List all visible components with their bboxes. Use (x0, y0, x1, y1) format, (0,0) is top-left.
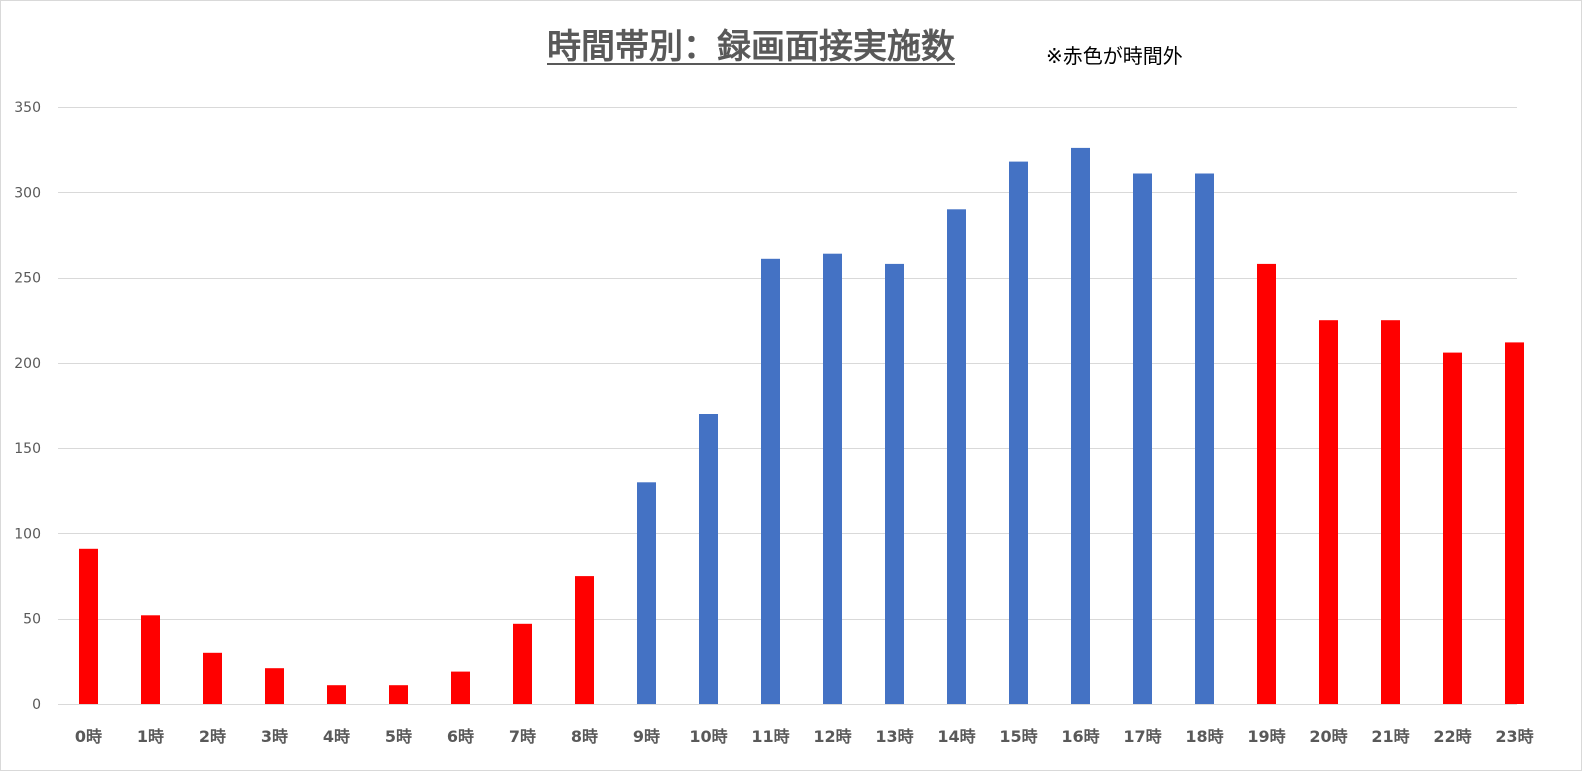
y-tick-label: 100 (14, 526, 41, 542)
x-tick-label: 1時 (137, 727, 164, 746)
x-tick-label: 3時 (261, 727, 288, 746)
x-tick-label: 18時 (1185, 727, 1223, 746)
x-tick-label: 5時 (385, 727, 412, 746)
x-tick-label: 4時 (323, 727, 350, 746)
bar-13 (885, 263, 904, 704)
bar-17 (1133, 173, 1152, 704)
x-tick-label: 17時 (1123, 727, 1161, 746)
bar-12 (823, 253, 842, 704)
bar-20 (1319, 320, 1338, 704)
x-tick-label: 0時 (75, 727, 102, 746)
bar-8 (575, 576, 594, 704)
x-tick-label: 8時 (571, 727, 598, 746)
x-tick-label: 2時 (199, 727, 226, 746)
x-tick-label: 7時 (509, 727, 536, 746)
bar-22 (1443, 352, 1462, 704)
bar-2 (203, 652, 222, 704)
x-tick-label: 6時 (447, 727, 474, 746)
bar-5 (389, 685, 408, 704)
bar-9 (637, 482, 656, 704)
y-tick-label: 200 (14, 356, 41, 372)
chart-title: 時間帯別：録画面接実施数 (547, 27, 955, 67)
y-tick-labels: 0 50 100 150 200 250 300 350 (14, 100, 41, 713)
x-tick-label: 23時 (1495, 727, 1533, 746)
bar-15 (1009, 161, 1028, 705)
y-tick-label: 50 (23, 612, 41, 628)
x-tick-label: 9時 (633, 727, 660, 746)
bar-19 (1257, 263, 1276, 704)
y-tick-label: 150 (14, 441, 41, 457)
bars (79, 147, 1524, 705)
bar-1 (141, 615, 160, 704)
bar-23 (1505, 342, 1524, 704)
bar-7 (513, 623, 532, 704)
x-tick-label: 16時 (1061, 727, 1099, 746)
x-tick-label: 11時 (751, 727, 789, 746)
chart-note: ※赤色が時間外 (1046, 44, 1183, 68)
x-tick-label: 13時 (875, 727, 913, 746)
bar-18 (1195, 173, 1214, 704)
x-tick-label: 20時 (1309, 727, 1347, 746)
bar-0 (79, 548, 98, 704)
bar-16 (1071, 147, 1090, 704)
bar-3 (265, 668, 284, 704)
x-tick-labels: 0時 1時 2時 3時 4時 5時 6時 7時 8時 9時 10時 11時 12時 13時 14時 15時 16… (75, 727, 1534, 746)
y-tick-label: 250 (14, 271, 41, 287)
x-tick-label: 22時 (1433, 727, 1471, 746)
y-tick-label: 350 (14, 100, 41, 116)
x-tick-label: 15時 (999, 727, 1037, 746)
bar-10 (699, 414, 718, 704)
bar-6 (451, 671, 470, 704)
y-tick-label: 0 (32, 697, 41, 713)
bar-14 (947, 209, 966, 705)
x-tick-label: 19時 (1247, 727, 1285, 746)
y-tick-label: 300 (14, 185, 41, 201)
bar-11 (761, 258, 780, 704)
gridlines (58, 107, 1517, 705)
bar-4 (327, 685, 346, 704)
x-tick-label: 21時 (1371, 727, 1409, 746)
bar-21 (1381, 320, 1400, 704)
x-tick-label: 10時 (689, 727, 727, 746)
x-tick-label: 14時 (937, 727, 975, 746)
x-tick-label: 12時 (813, 727, 851, 746)
